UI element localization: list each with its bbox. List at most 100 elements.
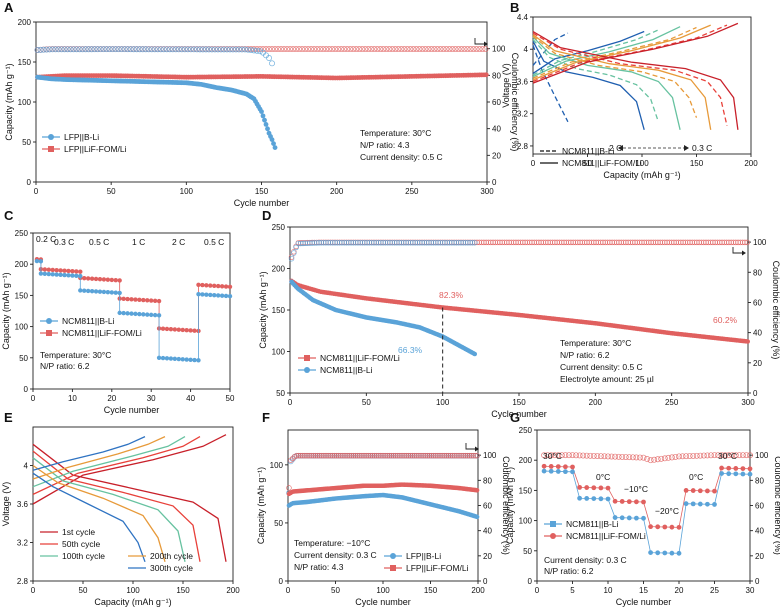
x-tick-label: 200 (471, 586, 485, 595)
ce-point (637, 454, 643, 461)
x-tick-label: 50 (583, 159, 592, 168)
y-tick-label: 200 (519, 456, 533, 465)
ce-point (404, 452, 410, 459)
ce-point (352, 452, 359, 459)
ce-point (725, 452, 732, 459)
capacity-point (745, 339, 750, 344)
y2-tick-label: 40 (753, 329, 762, 338)
charge-curve (532, 29, 659, 76)
x-tick-label: 40 (186, 394, 195, 403)
ce-point (469, 239, 476, 246)
ce-point (338, 46, 345, 53)
rate-arrow-head (684, 145, 689, 151)
y-tick-label: 200 (15, 260, 29, 269)
y-tick-label: 4.4 (517, 13, 529, 22)
panel-letter-F: F (262, 410, 270, 425)
ce-point (118, 46, 125, 53)
ce-point (58, 46, 65, 53)
ce-point (474, 452, 480, 459)
ce-point (409, 452, 416, 459)
ce-point (288, 457, 294, 463)
x-tick-label: 5 (570, 586, 575, 595)
ce-point (428, 452, 435, 459)
charge-curve (532, 26, 681, 78)
ce-point (365, 46, 372, 53)
x-tick-label: 200 (226, 586, 240, 595)
panel-letter-C: C (4, 208, 14, 223)
panel-letter-E: E (4, 410, 13, 425)
capacity-point (262, 117, 267, 123)
ce-point (619, 453, 626, 460)
ce-point (583, 452, 590, 459)
y-tick-label: 2.8 (517, 142, 529, 151)
y-tick-label: 250 (272, 223, 286, 232)
ce-point (458, 46, 465, 53)
discharge-curve (532, 39, 660, 123)
ce-point (472, 452, 478, 459)
panel-letter-D: D (262, 208, 271, 223)
ce-point (288, 254, 295, 260)
rate-label: 2 C (172, 237, 185, 247)
ce-point (633, 454, 640, 461)
y-tick-label: 100 (18, 98, 32, 107)
capacity-point (272, 145, 278, 151)
y2-tick-label: 20 (755, 552, 764, 561)
ce-point (328, 452, 334, 459)
ce-point (49, 46, 56, 53)
ce-point (626, 454, 633, 461)
ce-point (424, 452, 431, 459)
ce-point (708, 452, 714, 459)
ce-point (416, 46, 423, 53)
ce-point (85, 46, 92, 53)
x-tick-label: 10 (68, 394, 77, 403)
ce-point (398, 452, 404, 459)
ce-point (605, 453, 611, 460)
ce-point (142, 46, 149, 53)
capacity-point (483, 72, 489, 78)
y-tick-label: 0 (24, 385, 29, 394)
y-tick-label: 0 (528, 577, 533, 586)
x-tick-label: 0 (286, 586, 291, 595)
ce-point (232, 46, 239, 53)
ce-point (344, 46, 351, 53)
y-tick-label: 150 (18, 58, 32, 67)
ce-point (453, 452, 459, 459)
ce-point (263, 46, 269, 53)
ce-point (377, 452, 383, 459)
ce-point (67, 46, 74, 53)
ce-point (644, 455, 651, 462)
ce-point (61, 46, 68, 53)
ce-point (43, 46, 50, 53)
ce-point (64, 46, 71, 53)
ce-point (388, 452, 395, 459)
ce-point (169, 46, 176, 53)
ce-point (369, 452, 376, 459)
ce-point (440, 46, 447, 53)
retention-lif-300: 60.2% (713, 315, 738, 325)
plot-frame (32, 232, 231, 390)
ce-point (392, 46, 399, 53)
ce-point (479, 46, 486, 53)
legend-entry: 300th cycle (150, 563, 193, 573)
ce-point (672, 453, 679, 460)
capacity-point (260, 113, 266, 119)
x-tick-label: 100 (126, 586, 140, 595)
y-tick-label: 3.6 (17, 500, 29, 509)
x-tick-label: 250 (405, 187, 419, 196)
legend-marker (304, 367, 310, 373)
ce-point (396, 452, 402, 459)
ce-point (413, 46, 420, 53)
temperature-label: 30°C (543, 451, 562, 461)
ce-point (558, 452, 565, 459)
ce-point (410, 46, 417, 53)
ce-point (544, 452, 551, 459)
y-axis-label: Capacity (mAh g⁻¹) (258, 271, 268, 348)
charge-curve (532, 24, 711, 81)
ce-point (217, 46, 224, 53)
rate-label: 1 C (132, 237, 145, 247)
ce-point (302, 46, 309, 53)
x-axis-label: Cycle number (355, 597, 411, 607)
ce-point (335, 46, 342, 53)
ce-point (704, 452, 711, 459)
ce-point (438, 452, 444, 459)
